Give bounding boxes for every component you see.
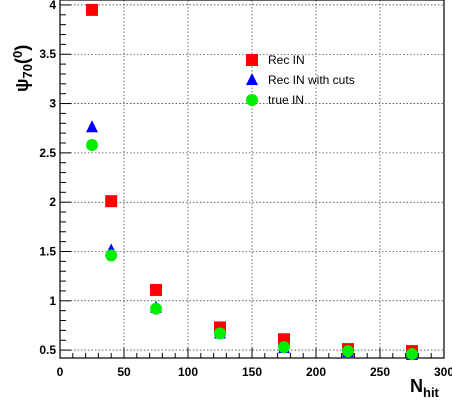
square-point	[150, 283, 162, 296]
y-tick-label: 2	[49, 195, 56, 209]
x-axis-title-main: N	[410, 376, 423, 396]
y-axis-title-sub: 70	[20, 64, 35, 78]
ticks	[59, 4, 445, 358]
y-tick-label: 3.5	[39, 47, 56, 61]
y-axis-title-close: )	[12, 45, 32, 51]
y-tick-label: 0.5	[39, 343, 56, 357]
x-tick-label: 50	[117, 365, 131, 379]
y-axis-title-main: ψ	[12, 78, 32, 92]
y-tick-label: 2.5	[39, 146, 56, 160]
tick-labels: 0 50 100 150 200 250 300 0.5 1 1.5 2 2.5 3 3.5 4	[39, 0, 452, 379]
y-tick-label: 4	[49, 0, 56, 12]
circle-point	[150, 302, 162, 315]
x-tick-label: 200	[306, 365, 326, 379]
legend-label: true IN	[268, 93, 304, 107]
circle-point	[105, 249, 118, 262]
x-tick-label: 0	[57, 365, 64, 379]
legend-marker-triangle	[246, 73, 258, 85]
x-axis-title-sub: hit	[423, 385, 440, 400]
circle-point	[406, 348, 418, 361]
y-tick-label: 3	[49, 97, 56, 111]
x-tick-label: 150	[242, 365, 262, 379]
y-axis-title-sup: 0	[10, 51, 25, 58]
legend-label: Rec IN with cuts	[268, 73, 355, 87]
y-tick-label: 1	[49, 294, 56, 308]
legend: Rec IN Rec IN with cuts true IN	[246, 53, 355, 107]
legend-marker-square	[246, 54, 258, 66]
x-axis-title: Nhit	[410, 376, 440, 400]
y-axis-title-open: (	[12, 58, 32, 64]
circle-point	[86, 138, 98, 151]
square-point	[105, 195, 118, 208]
grid	[60, 0, 444, 358]
x-tick-label: 300	[434, 365, 452, 379]
square-point	[86, 3, 98, 16]
legend-label: Rec IN	[268, 53, 305, 67]
y-tick-label: 1.5	[39, 244, 56, 258]
y-axis-title: ψ70(0)	[10, 45, 35, 92]
circle-point	[342, 345, 354, 358]
data-points	[86, 3, 418, 361]
circle-point	[278, 341, 290, 354]
triangle-point	[86, 120, 98, 133]
x-tick-label: 250	[370, 365, 390, 379]
circle-point	[214, 327, 226, 340]
legend-marker-circle	[246, 94, 258, 106]
x-tick-label: 100	[178, 365, 198, 379]
